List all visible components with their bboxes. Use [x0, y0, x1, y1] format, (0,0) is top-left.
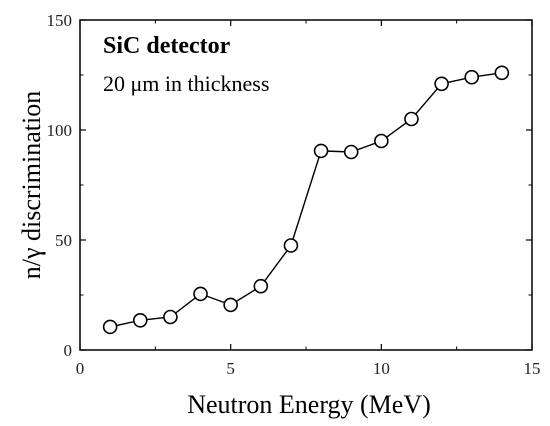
y-tick-label: 50: [55, 231, 72, 250]
data-point: [464, 69, 480, 85]
x-axis-label: Neutron Energy (MeV): [187, 390, 431, 419]
data-point: [404, 111, 419, 127]
data-point: [132, 312, 148, 328]
annotation-subtitle: 20 μm in thickness: [103, 71, 269, 96]
plot-frame: [79, 19, 533, 351]
data-point: [163, 309, 178, 325]
data-series: [102, 65, 510, 335]
data-point: [253, 278, 269, 294]
annotation-title: SiC detector: [103, 33, 231, 59]
data-point: [434, 76, 449, 92]
x-tick-label: 10: [373, 359, 390, 378]
data-point: [223, 297, 238, 313]
y-tick-label: 0: [64, 341, 73, 360]
data-point: [193, 286, 208, 302]
x-tick-label: 15: [524, 359, 541, 378]
data-point: [343, 144, 359, 160]
data-point: [283, 238, 299, 253]
series-line: [109, 72, 502, 328]
data-point: [374, 133, 389, 149]
y-tick-label: 150: [47, 11, 73, 30]
y-tick-label: 100: [47, 121, 73, 140]
y-axis-label: n/γ discrimination: [17, 91, 46, 279]
plot-border: [79, 19, 533, 351]
data-point: [494, 65, 510, 81]
data-point: [102, 319, 118, 335]
x-tick-label: 5: [226, 359, 235, 378]
x-tick-label: 0: [76, 359, 85, 378]
data-point: [313, 143, 329, 159]
